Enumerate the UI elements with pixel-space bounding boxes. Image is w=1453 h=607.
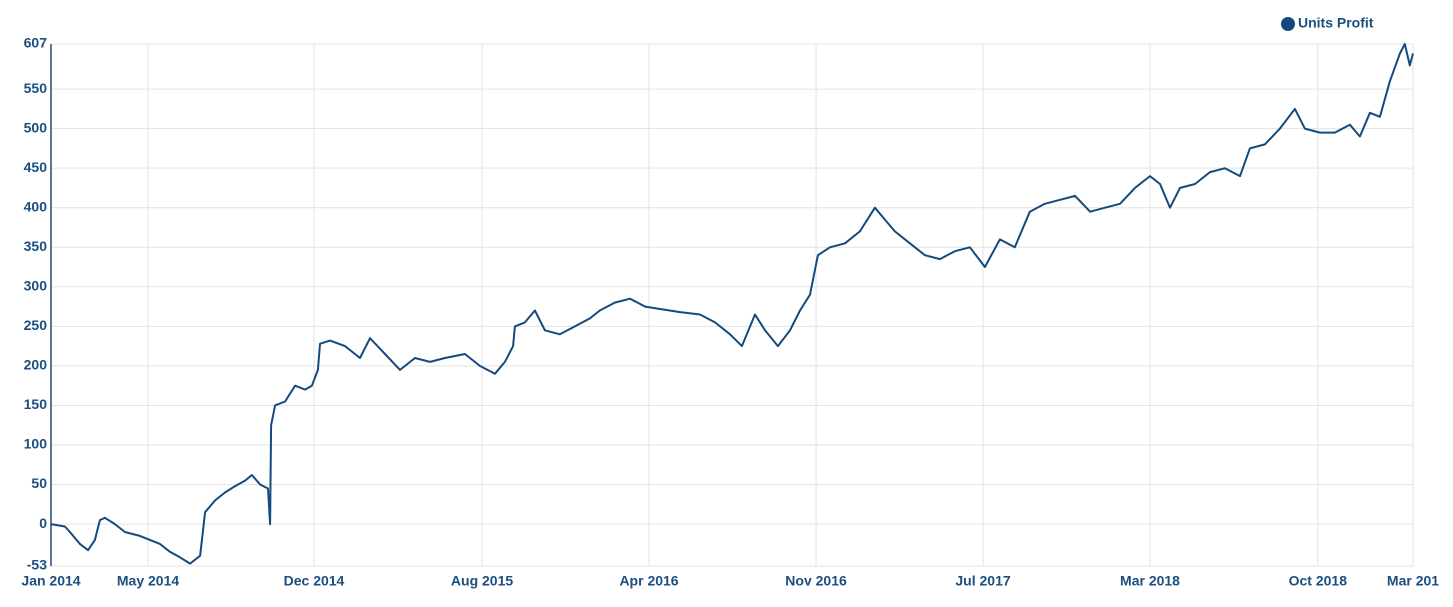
y-tick-label: 100 (24, 436, 48, 452)
y-tick-label: 350 (24, 238, 48, 254)
y-tick-label: 50 (31, 475, 47, 491)
x-tick-label: May 2014 (117, 573, 179, 589)
x-tick-label: Oct 2018 (1289, 573, 1348, 589)
series-line (50, 43, 1414, 565)
y-tick-label: -53 (27, 557, 47, 573)
x-tick-label: Mar 2018 (1120, 573, 1180, 589)
x-tick-label: Jan 2014 (21, 573, 80, 589)
y-tick-label: 607 (24, 35, 48, 51)
y-tick-label: 550 (24, 80, 48, 96)
x-tick-label: Aug 2015 (451, 573, 513, 589)
y-tick-label: 200 (24, 357, 48, 373)
legend-label: Units Profit (1298, 15, 1374, 31)
x-tick-label: Dec 2014 (284, 573, 345, 589)
x-tick-label: Jul 2017 (955, 573, 1010, 589)
y-tick-label: 500 (24, 119, 48, 135)
x-tick-label: Mar 201 (1387, 573, 1439, 589)
y-tick-label: 450 (24, 159, 48, 175)
y-tick-label: 0 (39, 515, 47, 531)
y-tick-label: 300 (24, 278, 48, 294)
y-tick-label: 250 (24, 317, 48, 333)
y-tick-label: 150 (24, 396, 48, 412)
x-tick-label: Apr 2016 (619, 573, 678, 589)
legend-marker (1281, 17, 1295, 31)
x-tick-label: Nov 2016 (785, 573, 847, 589)
y-tick-label: 400 (24, 198, 48, 214)
